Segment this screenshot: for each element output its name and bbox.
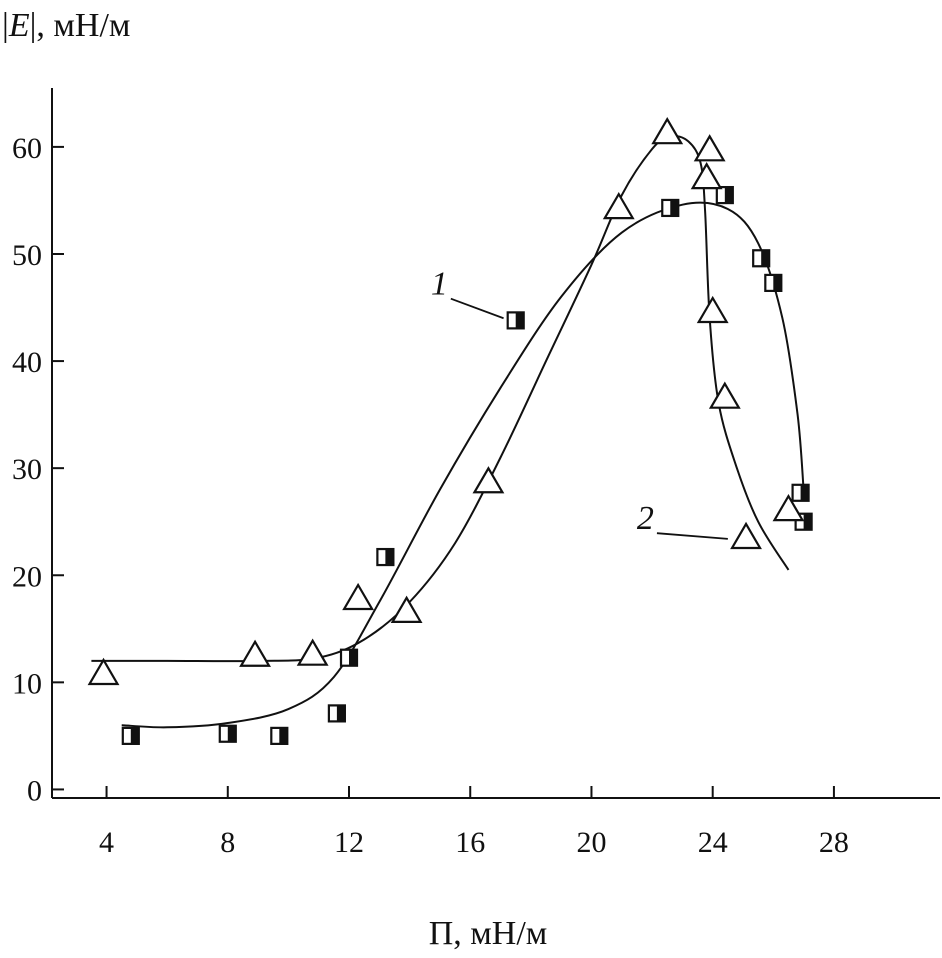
marker-fill	[773, 274, 782, 291]
half-filled-square-marker	[715, 185, 734, 205]
x-axis-label: Π, мН/м	[429, 915, 548, 952]
marker-fill	[761, 250, 770, 267]
half-filled-square-marker	[376, 547, 395, 567]
leader-line-1	[450, 297, 504, 320]
y-axis-label: |E|, мН/м	[2, 7, 130, 44]
triangle-marker	[342, 582, 375, 611]
y-tick-label: 20	[12, 560, 42, 593]
marker-fill	[336, 705, 345, 722]
triangle-marker	[693, 134, 726, 162]
curve-label-1: 1	[431, 266, 448, 303]
marker-fill	[227, 725, 236, 742]
y-tick-label: 60	[12, 132, 42, 165]
triangle-marker	[472, 466, 505, 494]
y-tick-label: 30	[12, 453, 42, 486]
y-tick-label: 50	[12, 239, 42, 272]
x-tick-label: 28	[819, 826, 849, 859]
half-filled-square-marker	[506, 311, 525, 330]
half-filled-square-marker	[791, 483, 810, 502]
curve-labels: 12	[431, 266, 728, 540]
triangle-marker	[87, 657, 120, 686]
triangle-marker	[772, 493, 805, 522]
data-markers	[87, 116, 813, 745]
x-tick-label: 20	[576, 826, 606, 859]
x-tick-label: 12	[334, 826, 364, 859]
marker-fill	[279, 727, 288, 744]
half-filled-square-marker	[764, 273, 783, 293]
half-filled-square-marker	[327, 704, 346, 723]
marker-fill	[130, 727, 139, 744]
triangle-marker	[696, 295, 729, 324]
half-filled-square-marker	[752, 249, 771, 268]
marker-fill	[385, 549, 394, 566]
triangle-marker	[602, 191, 635, 220]
leader-line-2	[656, 532, 728, 540]
y-axis-label-variable: E	[8, 7, 30, 44]
half-filled-square-marker	[121, 726, 140, 745]
marker-fill	[800, 484, 809, 501]
half-filled-square-marker	[270, 726, 289, 745]
half-filled-square-marker	[661, 198, 680, 218]
half-filled-square-marker	[218, 724, 237, 743]
triangle-marker	[390, 595, 423, 623]
curve-label-2: 2	[637, 500, 654, 537]
y-axis-label-suffix: |, мН/м	[30, 7, 131, 44]
triangle-marker	[651, 116, 684, 145]
curve-series-1	[121, 201, 805, 729]
fit-curves	[91, 134, 805, 729]
y-tick-label: 0	[27, 774, 42, 807]
x-tick-label: 24	[698, 826, 728, 859]
y-axis-label-prefix: |	[2, 7, 9, 44]
marker-fill	[515, 312, 524, 329]
triangle-marker	[708, 381, 741, 409]
marker-fill	[803, 513, 812, 530]
y-tick-label: 10	[12, 667, 42, 700]
curve-series-2	[91, 134, 790, 663]
marker-fill	[724, 187, 733, 204]
y-tick-label: 40	[12, 346, 42, 379]
x-tick-label: 16	[455, 826, 485, 859]
x-tick-label: 4	[99, 826, 114, 859]
triangle-marker	[730, 521, 762, 550]
marker-fill	[349, 649, 358, 666]
triangle-marker	[239, 639, 271, 667]
marker-fill	[670, 199, 679, 216]
triangle-marker	[690, 161, 723, 190]
half-filled-square-marker	[339, 648, 359, 667]
x-tick-label: 8	[220, 826, 235, 859]
triangle-marker	[296, 638, 329, 666]
